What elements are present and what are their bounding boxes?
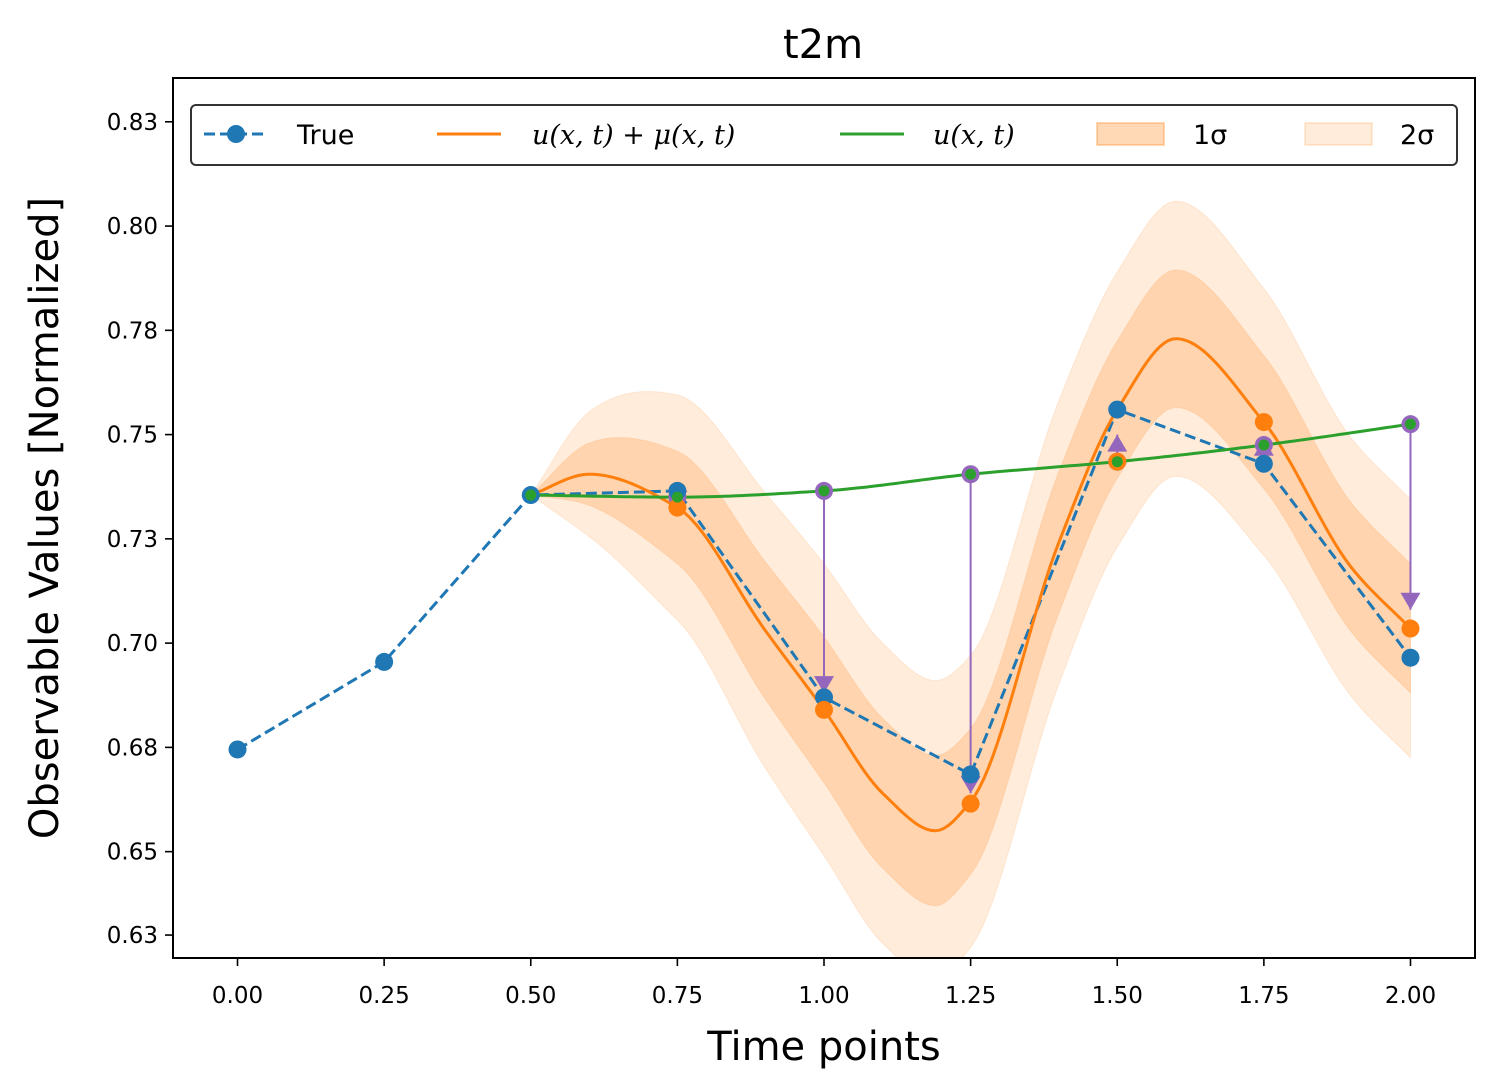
y-tick-label: 0.63: [107, 923, 158, 949]
u-marker: [1404, 418, 1416, 430]
y-axis-label: Observable Values [Normalized]: [22, 197, 68, 839]
arrow-head: [814, 676, 834, 694]
u-plus-mu-marker: [961, 794, 980, 813]
u-marker: [671, 491, 683, 503]
y-tick-label: 0.80: [107, 214, 158, 240]
x-tick-label: 1.50: [1092, 983, 1143, 1009]
u-marker: [1258, 439, 1270, 451]
u-marker: [1111, 456, 1123, 468]
chart-title: t2m: [783, 22, 863, 68]
u-plus-mu-marker: [668, 498, 687, 517]
legend-frame: [190, 104, 1458, 166]
true-marker: [815, 688, 833, 707]
x-tick-label: 2.00: [1385, 983, 1436, 1009]
x-tick-label: 1.75: [1238, 983, 1289, 1009]
legend-true-marker: [227, 125, 245, 143]
x-tick-label: 0.50: [505, 983, 556, 1009]
legend-sigma2-label: 2σ: [1400, 120, 1434, 151]
legend-sigma1-label: 1σ: [1193, 120, 1227, 151]
legend-sigma2-swatch: [1304, 122, 1373, 146]
legend: True u(x, t) + μ(x, t) u(x, t) 1σ 2σ: [190, 104, 1458, 166]
true-marker: [375, 652, 394, 671]
x-tick-label: 0.25: [359, 983, 410, 1009]
legend-u-plus-mu-label: u(x, t) + μ(x, t): [532, 120, 735, 151]
legend-sigma1-swatch: [1096, 122, 1165, 146]
x-axis-ticks: 0.00 0.25 0.50 0.75 1.00 1.25 1.50 1.75 2.00: [212, 958, 1436, 1009]
y-tick-label: 0.78: [107, 318, 158, 344]
x-tick-label: 1.25: [945, 983, 996, 1009]
y-tick-label: 0.65: [107, 840, 158, 866]
true-marker: [1254, 454, 1273, 473]
u-marker: [965, 468, 977, 480]
u-plus-mu-marker: [815, 700, 833, 719]
x-tick-label: 0.00: [212, 983, 263, 1009]
arrow-head: [1400, 592, 1421, 610]
true-marker: [1108, 400, 1127, 419]
true-marker: [228, 740, 247, 759]
y-axis-ticks: 0.63 0.65 0.68 0.70 0.73 0.75 0.78 0.80 0.83: [107, 110, 173, 949]
legend-true-label: True: [296, 120, 354, 151]
x-axis-label: Time points: [706, 1024, 940, 1070]
u-marker: [818, 485, 830, 497]
y-tick-label: 0.83: [107, 110, 158, 136]
u-marker: [525, 489, 537, 501]
legend-u-label: u(x, t): [933, 120, 1015, 151]
x-tick-label: 1.00: [798, 983, 849, 1009]
y-tick-label: 0.75: [107, 423, 158, 449]
true-marker: [961, 765, 980, 784]
x-tick-label: 0.75: [652, 983, 703, 1009]
y-tick-label: 0.70: [107, 631, 158, 657]
arrow-head: [1107, 434, 1128, 452]
markers-layer: [228, 400, 1420, 813]
u-plus-mu-marker: [1254, 413, 1273, 432]
u-plus-mu-marker: [1401, 619, 1420, 638]
y-tick-label: 0.68: [107, 735, 158, 761]
true-marker: [1401, 648, 1420, 667]
y-tick-label: 0.73: [107, 527, 158, 553]
